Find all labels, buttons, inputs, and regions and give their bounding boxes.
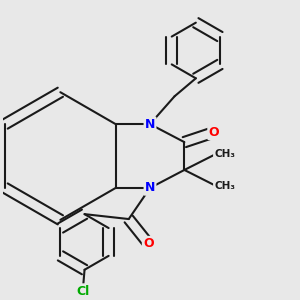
Text: CH₃: CH₃ xyxy=(214,181,235,191)
Text: O: O xyxy=(143,237,154,250)
Text: N: N xyxy=(145,182,155,194)
Text: O: O xyxy=(208,126,219,139)
Text: CH₃: CH₃ xyxy=(214,149,235,159)
Text: Cl: Cl xyxy=(76,285,89,298)
Text: N: N xyxy=(145,118,155,130)
